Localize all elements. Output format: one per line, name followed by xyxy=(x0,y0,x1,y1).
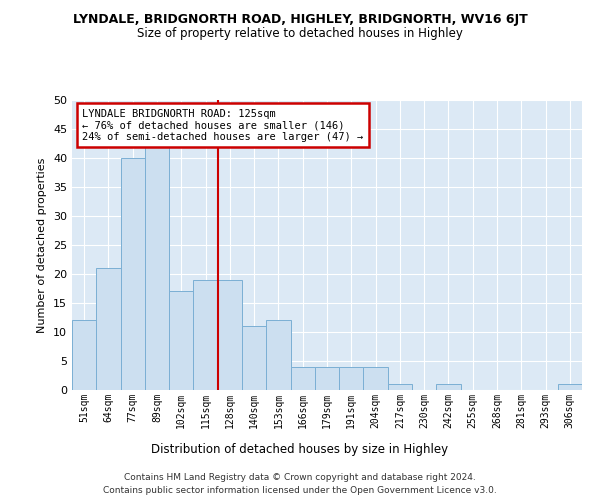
Bar xyxy=(218,280,242,390)
Y-axis label: Number of detached properties: Number of detached properties xyxy=(37,158,47,332)
Bar xyxy=(145,146,169,390)
Bar xyxy=(242,326,266,390)
Bar xyxy=(266,320,290,390)
Text: Contains public sector information licensed under the Open Government Licence v3: Contains public sector information licen… xyxy=(103,486,497,495)
Bar xyxy=(388,384,412,390)
Bar xyxy=(96,268,121,390)
Text: LYNDALE, BRIDGNORTH ROAD, HIGHLEY, BRIDGNORTH, WV16 6JT: LYNDALE, BRIDGNORTH ROAD, HIGHLEY, BRIDG… xyxy=(73,12,527,26)
Text: Distribution of detached houses by size in Highley: Distribution of detached houses by size … xyxy=(151,442,449,456)
Bar xyxy=(364,367,388,390)
Bar xyxy=(558,384,582,390)
Bar xyxy=(315,367,339,390)
Text: Size of property relative to detached houses in Highley: Size of property relative to detached ho… xyxy=(137,28,463,40)
Bar xyxy=(72,320,96,390)
Text: Contains HM Land Registry data © Crown copyright and database right 2024.: Contains HM Land Registry data © Crown c… xyxy=(124,472,476,482)
Text: LYNDALE BRIDGNORTH ROAD: 125sqm
← 76% of detached houses are smaller (146)
24% o: LYNDALE BRIDGNORTH ROAD: 125sqm ← 76% of… xyxy=(82,108,364,142)
Bar xyxy=(169,292,193,390)
Bar xyxy=(436,384,461,390)
Bar xyxy=(193,280,218,390)
Bar xyxy=(121,158,145,390)
Bar xyxy=(339,367,364,390)
Bar xyxy=(290,367,315,390)
